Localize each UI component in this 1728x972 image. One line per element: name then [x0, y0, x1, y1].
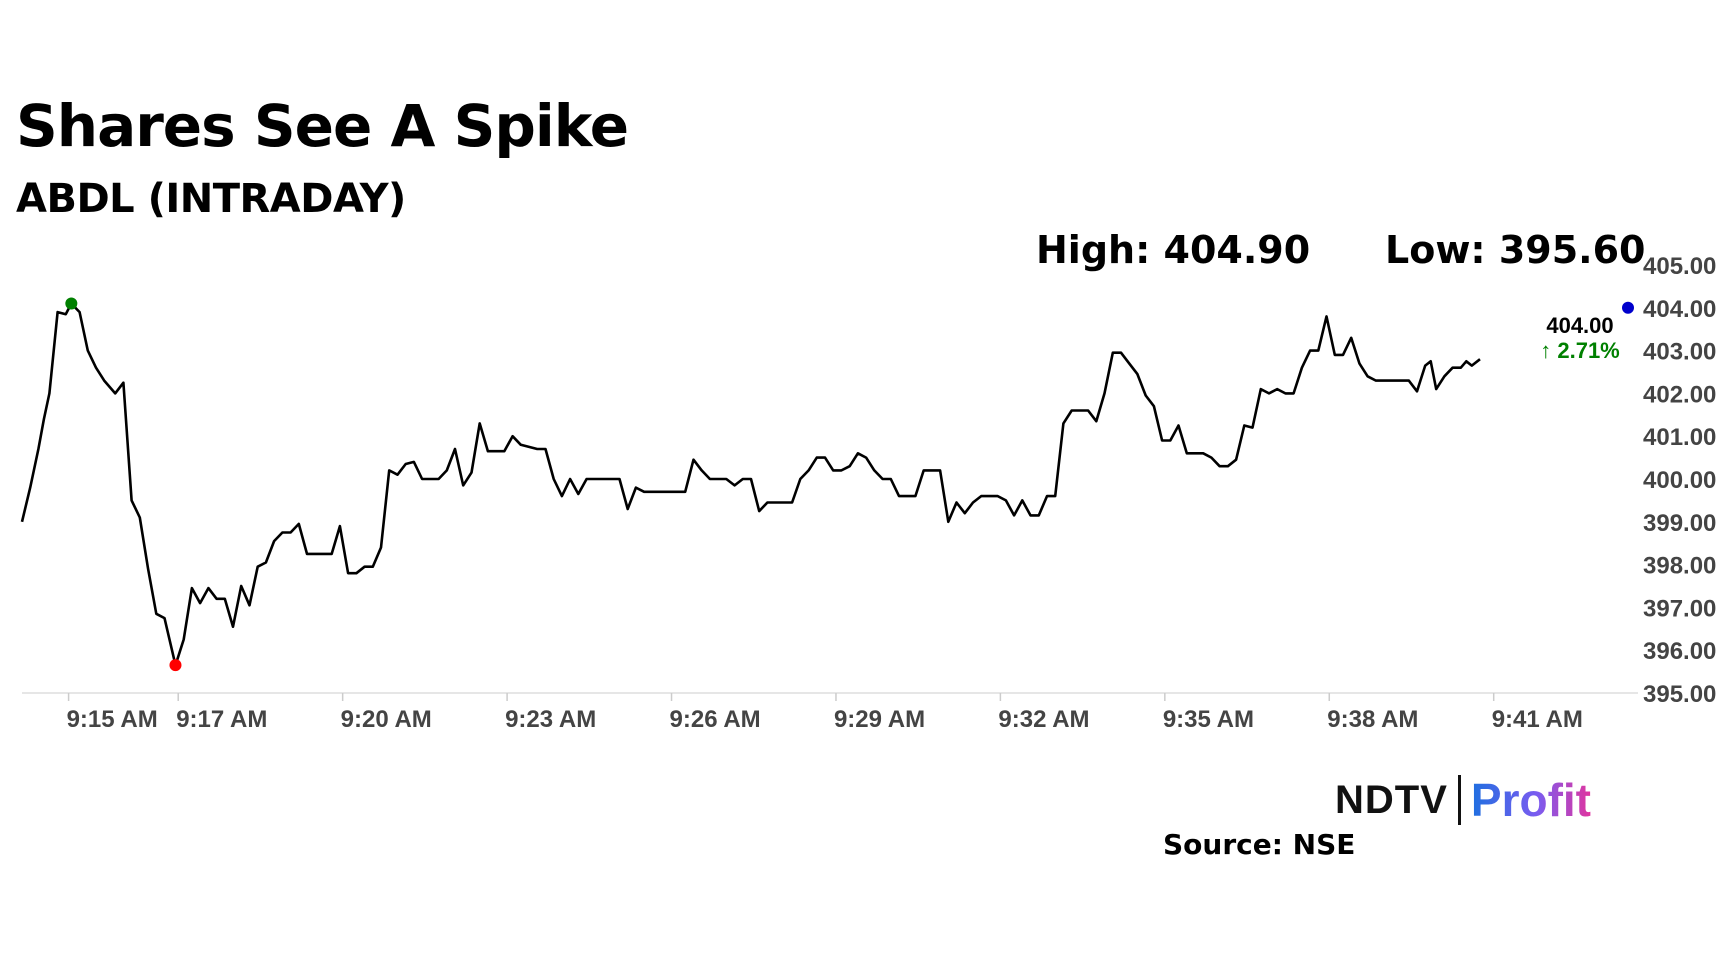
ndtv-wordmark: NDTV — [1335, 777, 1448, 822]
y-tick-label: 401.00 — [1643, 424, 1716, 451]
logo-divider — [1457, 775, 1461, 825]
x-tick-label: 9:41 AM — [1492, 706, 1583, 733]
y-tick-label: 399.00 — [1643, 510, 1716, 537]
x-tick-label: 9:26 AM — [670, 706, 761, 733]
x-axis-ticks: 9:15 AM 9:17 AM 9:20 AM 9:23 AM 9:26 AM 9:29 … — [67, 693, 1583, 733]
chart-subtitle: ABDL (INTRADAY) — [16, 176, 406, 222]
ndtv-profit-logo: NDTV Profit — [1335, 772, 1591, 828]
low-price-label: Low: 395.60 — [1385, 228, 1646, 272]
low-point-marker — [169, 659, 182, 672]
y-tick-label: 398.00 — [1643, 553, 1716, 580]
x-tick-label: 9:38 AM — [1327, 706, 1418, 733]
y-tick-label: 404.00 — [1643, 296, 1716, 323]
y-tick-label: 402.00 — [1643, 381, 1716, 408]
x-tick-label: 9:32 AM — [998, 706, 1089, 733]
source-note: Source: NSE — [1163, 828, 1356, 861]
y-tick-label: 405.00 — [1643, 253, 1716, 280]
x-tick-label: 9:20 AM — [341, 706, 432, 733]
y-tick-label: 400.00 — [1643, 467, 1716, 494]
profit-wordmark: Profit — [1470, 774, 1591, 826]
high-point-marker — [65, 297, 78, 310]
chart-title: Shares See A Spike — [16, 92, 629, 160]
y-tick-label: 403.00 — [1643, 339, 1716, 366]
last-price-marker — [1622, 301, 1634, 314]
x-tick-label: 9:15 AM — [67, 706, 158, 733]
x-tick-label: 9:35 AM — [1163, 706, 1254, 733]
x-tick-label: 9:17 AM — [176, 706, 267, 733]
y-tick-label: 395.00 — [1643, 681, 1716, 708]
high-price-label: High: 404.90 — [1036, 228, 1311, 272]
last-price-label: 404.00 — [1546, 313, 1613, 338]
x-tick-label: 9:23 AM — [505, 706, 596, 733]
y-tick-label: 397.00 — [1643, 595, 1716, 622]
y-tick-label: 396.00 — [1643, 638, 1716, 665]
x-tick-label: 9:29 AM — [834, 706, 925, 733]
y-axis-ticks: 395.00 396.00 397.00 398.00 399.00 400.00 401.… — [1643, 253, 1716, 708]
last-change-label: ↑ 2.71% — [1540, 338, 1620, 363]
price-series-line — [20, 302, 1481, 667]
